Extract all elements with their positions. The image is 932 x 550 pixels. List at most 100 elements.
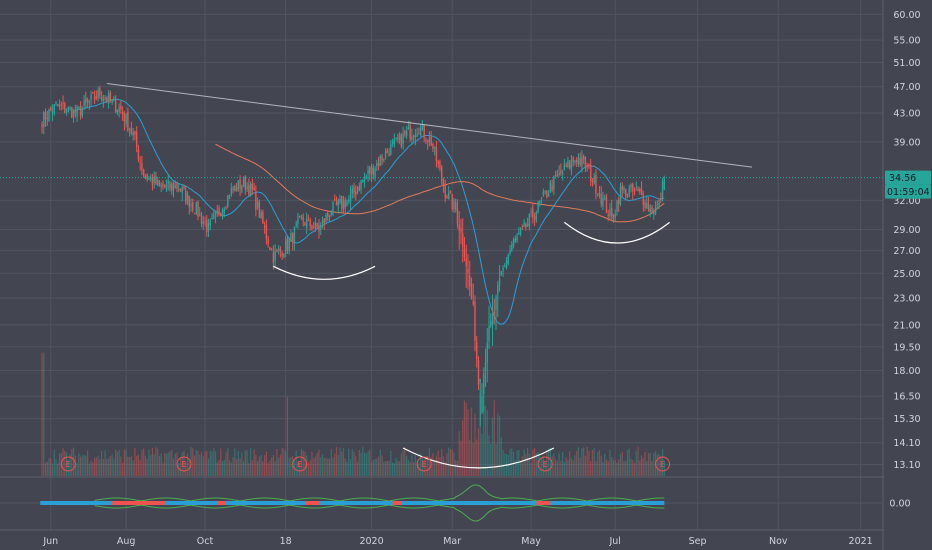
volume-bar [577, 447, 580, 476]
volume-bar [376, 458, 378, 476]
volume-bar [388, 460, 390, 476]
candle-body [72, 109, 75, 116]
volume-bar [619, 454, 622, 476]
y-tick-label: 51.00 [893, 58, 920, 69]
candle-body [402, 133, 404, 144]
candle-body [607, 214, 609, 217]
candle-body [446, 195, 448, 199]
volume-bar [642, 458, 644, 476]
candle-body [519, 228, 522, 235]
candle-body [142, 169, 145, 176]
candle-body [100, 97, 103, 100]
volume-bar [526, 447, 529, 476]
candle-body [288, 239, 290, 252]
candle-body [660, 198, 662, 200]
volume-bar [488, 435, 490, 476]
volume-bar [109, 455, 111, 476]
candle-body [60, 104, 62, 106]
candle-body [456, 208, 459, 224]
x-tick-label: 2020 [359, 536, 383, 547]
candle-body [616, 200, 618, 212]
volume-bar [472, 442, 474, 476]
volume-bar [295, 450, 297, 476]
volume-bar [255, 454, 257, 476]
candle-body [523, 222, 525, 227]
candle-body [204, 222, 206, 224]
candle-body [537, 201, 539, 212]
volume-bar [597, 451, 599, 476]
volume-bar [41, 352, 43, 476]
volume-bar [544, 461, 546, 476]
candle-body [502, 267, 504, 272]
oscillator-lower-band [94, 504, 665, 522]
candle-body [426, 140, 429, 143]
candle-body [272, 252, 275, 263]
candle-body [407, 127, 410, 130]
volume-bar [242, 460, 245, 476]
candle-body [490, 321, 492, 327]
volume-bar [311, 451, 313, 476]
volume-bar [581, 448, 583, 476]
x-tick-label: Jul [608, 536, 620, 547]
candle-body [577, 157, 580, 164]
volume-bar [239, 458, 241, 476]
volume-bar [661, 449, 664, 476]
volume-bar [244, 450, 246, 476]
volume-bar [442, 456, 445, 476]
candle-body [547, 193, 550, 197]
volume-bar [591, 449, 594, 476]
candle-body [619, 186, 622, 204]
candle-body [293, 226, 296, 244]
candle-body [307, 217, 310, 219]
candle-body [483, 373, 485, 394]
candle-body [251, 183, 254, 190]
volume-bar [533, 447, 536, 476]
volume-bar [383, 461, 385, 476]
y-tick-label: 15.30 [893, 414, 920, 425]
candle-body [476, 342, 478, 360]
y-tick-label: 13.10 [893, 460, 920, 471]
moving-average-short [75, 98, 665, 325]
volume-bar [44, 462, 47, 476]
candle-body [369, 167, 371, 174]
candle-body [591, 180, 594, 182]
candle-body [295, 223, 297, 226]
volume-bar [146, 459, 148, 476]
volume-bar [491, 417, 494, 476]
candle-body [225, 207, 227, 209]
volume-bar [539, 456, 541, 476]
volume-bar [397, 460, 399, 476]
candle-body [216, 210, 218, 212]
volume-bar [188, 459, 190, 476]
volume-bar [55, 459, 57, 476]
volume-bar [193, 455, 196, 476]
earnings-marker [416, 456, 432, 472]
y-tick-label: 27.00 [893, 246, 920, 257]
candle-body [621, 185, 623, 190]
candle-body [623, 187, 625, 190]
volume-bar [151, 447, 154, 476]
candle-body [544, 191, 546, 193]
volume-bar [406, 455, 408, 476]
volume-bar [43, 352, 45, 476]
volume-bar [586, 446, 588, 476]
volume-bar [130, 456, 133, 476]
candle-body [444, 183, 446, 198]
volume-bar [367, 450, 369, 476]
volume-bar [267, 463, 269, 476]
volume-bar [257, 460, 259, 476]
candle-body [232, 188, 234, 191]
candle-body [200, 214, 203, 224]
volume-bar [413, 462, 415, 476]
earnings-marker [292, 456, 308, 472]
candle-body [526, 224, 529, 227]
volume-bar [264, 455, 266, 476]
volume-bar [206, 450, 208, 476]
volume-bar [649, 452, 651, 476]
candle-body [642, 193, 644, 205]
volume-bar [51, 463, 54, 476]
candle-body [304, 222, 306, 226]
volume-bar [251, 460, 253, 476]
